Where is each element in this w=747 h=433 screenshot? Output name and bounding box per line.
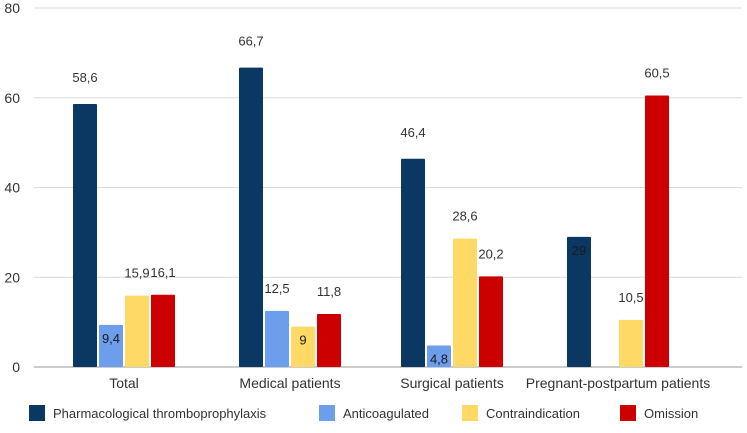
data-label: 46,4 [400, 125, 425, 140]
legend-swatch [462, 405, 478, 421]
data-label: 58,6 [72, 70, 97, 85]
legend: Pharmacological thromboprophylaxis Antico… [29, 405, 698, 421]
x-tick-label: Medical patients [239, 375, 340, 391]
bar [99, 324, 123, 367]
bar [125, 295, 149, 367]
data-label: 66,7 [238, 34, 263, 49]
bar [427, 345, 451, 367]
y-tick-label: 20 [4, 269, 20, 285]
data-label: 9,4 [102, 331, 120, 346]
bar [619, 319, 643, 367]
legend-label: Anticoagulated [343, 406, 429, 421]
y-tick-label: 0 [12, 359, 20, 375]
data-label: 12,5 [264, 281, 289, 296]
data-label: 29 [572, 243, 586, 258]
legend-swatch [29, 405, 45, 421]
y-tick-label: 60 [4, 90, 20, 106]
legend-label: Pharmacological thromboprophylaxis [53, 406, 267, 421]
data-label: 60,5 [644, 66, 669, 81]
bar [401, 158, 425, 367]
y-tick-label: 40 [4, 180, 20, 196]
data-label: 4,8 [430, 351, 448, 366]
data-labels: 58,6 9,4 15,9 16,1 66,7 12,5 9 11,8 46,4 4,8 28,6 2… [72, 34, 669, 367]
legend-label: Contraindication [486, 406, 580, 421]
bar [479, 276, 503, 367]
bar [265, 310, 289, 367]
bar [567, 236, 591, 367]
bar [73, 104, 97, 367]
data-label: 9 [299, 333, 306, 348]
data-label: 28,6 [452, 209, 477, 224]
legend-swatch [620, 405, 636, 421]
x-axis-ticks: Total Medical patients Surgical patients Pr… [109, 375, 710, 391]
bar [645, 95, 669, 367]
bar [453, 238, 477, 367]
data-label: 15,9 [124, 266, 149, 281]
legend-swatch [319, 405, 335, 421]
data-label: 10,5 [618, 290, 643, 305]
x-tick-label: Pregnant-postpartum patients [526, 375, 710, 391]
x-tick-label: Surgical patients [400, 375, 504, 391]
x-tick-label: Total [109, 375, 139, 391]
data-label: 16,1 [150, 265, 175, 280]
bar [239, 67, 263, 367]
bar [151, 294, 175, 367]
bars [73, 67, 669, 367]
bar [317, 314, 341, 367]
y-tick-label: 80 [4, 0, 20, 16]
y-axis-ticks: 0 20 40 60 80 [4, 0, 20, 375]
data-label: 20,2 [478, 246, 503, 261]
legend-label: Omission [644, 406, 698, 421]
bar [291, 326, 315, 367]
data-label: 11,8 [317, 284, 341, 299]
